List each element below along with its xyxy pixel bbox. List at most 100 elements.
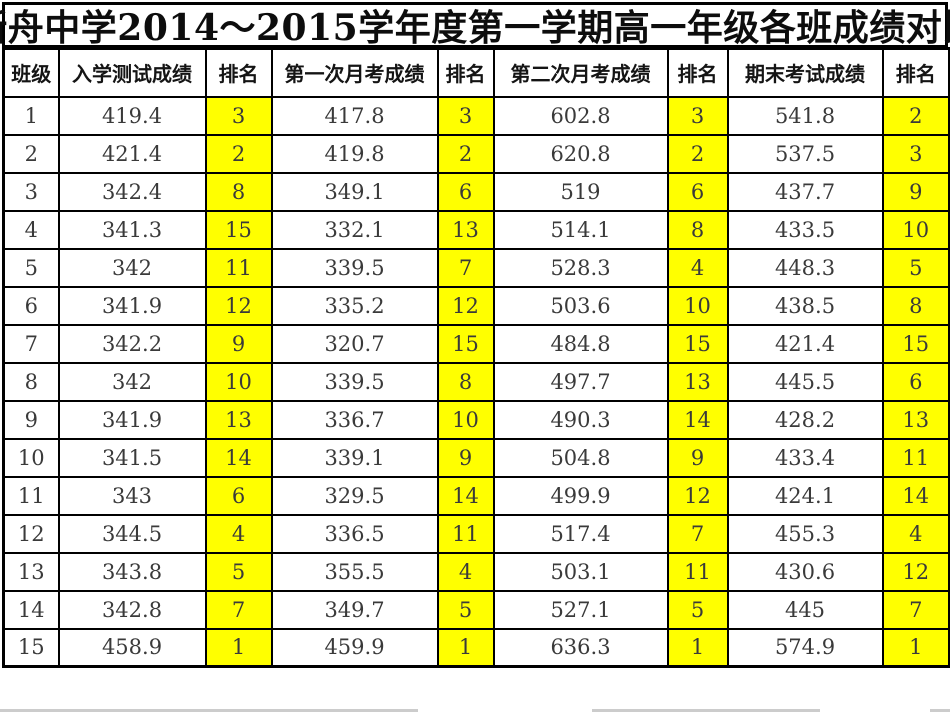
cell-entrance-score: 458.9 (57, 627, 207, 668)
cell-rank-2: 11 (436, 513, 495, 554)
cell-monthly1-score: 355.5 (270, 551, 439, 592)
cell-class: 9 (2, 399, 60, 440)
cell-rank-2: 10 (436, 399, 495, 440)
table-row: 12 344.5 4 336.5 11 517.4 7 455.3 4 (2, 513, 950, 554)
cell-final-score: 433.4 (726, 437, 884, 478)
table-row: 1 419.4 3 417.8 3 602.8 3 541.8 2 (2, 95, 950, 136)
cell-monthly2-score: 519 (492, 171, 669, 212)
cell-rank-2: 4 (436, 551, 495, 592)
cell-rank-2: 9 (436, 437, 495, 478)
cell-rank-4: 10 (881, 209, 950, 250)
partial-cell-edge (930, 709, 950, 712)
cell-monthly1-score: 320.7 (270, 323, 439, 364)
cell-rank-1: 13 (204, 399, 273, 440)
cell-monthly2-score: 499.9 (492, 475, 669, 516)
cell-monthly2-score: 620.8 (492, 133, 669, 174)
cell-final-score: 445.5 (726, 361, 884, 402)
cell-rank-3: 6 (666, 171, 729, 212)
cell-rank-3: 1 (666, 627, 729, 668)
cell-rank-1: 6 (204, 475, 273, 516)
cell-monthly1-score: 336.7 (270, 399, 439, 440)
header-monthly2-score: 第二次月考成绩 (492, 47, 669, 98)
cell-entrance-score: 342.8 (57, 589, 207, 630)
cell-rank-3: 3 (666, 95, 729, 136)
cell-monthly2-score: 503.6 (492, 285, 669, 326)
cell-rank-1: 8 (204, 171, 273, 212)
cell-rank-3: 15 (666, 323, 729, 364)
cell-final-score: 574.9 (726, 627, 884, 668)
page-title: 新舟中学2014～2015学年度第一学期高一年级各班成绩对比 (0, 2, 950, 49)
cell-class: 10 (2, 437, 60, 478)
cell-class: 2 (2, 133, 60, 174)
cell-rank-3: 5 (666, 589, 729, 630)
cell-monthly1-score: 459.9 (270, 627, 439, 668)
cell-monthly2-score: 527.1 (492, 589, 669, 630)
cell-final-score: 430.6 (726, 551, 884, 592)
cell-rank-2: 15 (436, 323, 495, 364)
cell-rank-4: 13 (881, 399, 950, 440)
cell-final-score: 455.3 (726, 513, 884, 554)
cell-rank-2: 13 (436, 209, 495, 250)
cell-rank-4: 12 (881, 551, 950, 592)
cell-rank-3: 14 (666, 399, 729, 440)
cell-monthly2-score: 504.8 (492, 437, 669, 478)
cell-rank-4: 3 (881, 133, 950, 174)
cell-final-score: 541.8 (726, 95, 884, 136)
cell-monthly2-score: 514.1 (492, 209, 669, 250)
cell-rank-4: 14 (881, 475, 950, 516)
cell-class: 3 (2, 171, 60, 212)
cell-rank-4: 2 (881, 95, 950, 136)
cell-rank-1: 5 (204, 551, 273, 592)
cell-monthly1-score: 349.7 (270, 589, 439, 630)
cell-class: 14 (2, 589, 60, 630)
cell-rank-3: 13 (666, 361, 729, 402)
cell-monthly2-score: 602.8 (492, 95, 669, 136)
cell-final-score: 433.5 (726, 209, 884, 250)
cell-monthly2-score: 528.3 (492, 247, 669, 288)
cell-entrance-score: 341.5 (57, 437, 207, 478)
cell-rank-3: 9 (666, 437, 729, 478)
cell-class: 13 (2, 551, 60, 592)
cell-entrance-score: 343 (57, 475, 207, 516)
cell-rank-3: 7 (666, 513, 729, 554)
cell-class: 15 (2, 627, 60, 668)
cell-class: 8 (2, 361, 60, 402)
cell-class: 12 (2, 513, 60, 554)
cell-monthly1-score: 339.5 (270, 361, 439, 402)
cell-entrance-score: 419.4 (57, 95, 207, 136)
cell-rank-1: 1 (204, 627, 273, 668)
cell-entrance-score: 342 (57, 247, 207, 288)
cell-rank-4: 6 (881, 361, 950, 402)
table-row: 6 341.9 12 335.2 12 503.6 10 438.5 8 (2, 285, 950, 326)
cell-class: 1 (2, 95, 60, 136)
cell-monthly2-score: 497.7 (492, 361, 669, 402)
cell-rank-3: 4 (666, 247, 729, 288)
cell-rank-2: 3 (436, 95, 495, 136)
cell-monthly1-score: 335.2 (270, 285, 439, 326)
cell-rank-3: 8 (666, 209, 729, 250)
cell-final-score: 421.4 (726, 323, 884, 364)
table-row: 10 341.5 14 339.1 9 504.8 9 433.4 11 (2, 437, 950, 478)
cell-monthly1-score: 419.8 (270, 133, 439, 174)
partial-next-row-strip (0, 708, 950, 713)
cell-class: 5 (2, 247, 60, 288)
cell-monthly2-score: 517.4 (492, 513, 669, 554)
cell-entrance-score: 341.9 (57, 399, 207, 440)
cell-rank-2: 5 (436, 589, 495, 630)
table-header: 班级 入学测试成绩 排名 第一次月考成绩 排名 第二次月考成绩 排名 期末考试成… (2, 47, 950, 98)
cell-entrance-score: 343.8 (57, 551, 207, 592)
table-row: 3 342.4 8 349.1 6 519 6 437.7 9 (2, 171, 950, 212)
cell-rank-2: 14 (436, 475, 495, 516)
cell-rank-1: 4 (204, 513, 273, 554)
cell-rank-2: 2 (436, 133, 495, 174)
cell-entrance-score: 421.4 (57, 133, 207, 174)
cell-rank-4: 9 (881, 171, 950, 212)
cell-rank-1: 9 (204, 323, 273, 364)
table-row: 8 342 10 339.5 8 497.7 13 445.5 6 (2, 361, 950, 402)
cell-rank-3: 2 (666, 133, 729, 174)
header-row: 班级 入学测试成绩 排名 第一次月考成绩 排名 第二次月考成绩 排名 期末考试成… (2, 47, 950, 98)
cell-monthly1-score: 332.1 (270, 209, 439, 250)
header-rank-4: 排名 (881, 47, 950, 98)
cell-entrance-score: 341.3 (57, 209, 207, 250)
cell-monthly2-score: 636.3 (492, 627, 669, 668)
